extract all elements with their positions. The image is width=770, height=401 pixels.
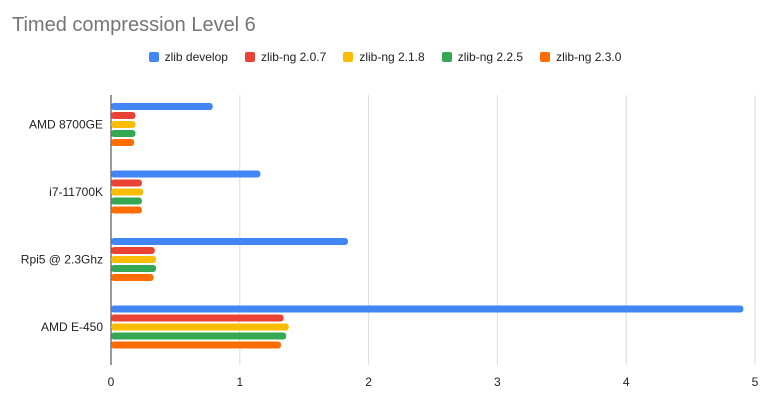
category-label: AMD E-450 <box>41 320 103 334</box>
bar-zlib-ng-2-3-0 <box>111 206 142 214</box>
bar-zlib-ng-2-0-7 <box>111 314 284 322</box>
legend-item[interactable]: zlib develop <box>148 50 228 64</box>
legend-label: zlib develop <box>164 50 228 64</box>
legend-label: zlib-ng 2.0.7 <box>260 50 327 64</box>
bar-zlib-ng-2-1-8 <box>111 188 144 196</box>
x-tick-label: 1 <box>236 375 243 389</box>
legend-swatch <box>148 52 159 62</box>
bar-zlib-ng-2-1-8 <box>111 256 157 263</box>
chart-title: Timed compression Level 6 <box>12 14 256 36</box>
legend-item[interactable]: zlib-ng 2.3.0 <box>540 50 621 64</box>
bar-zlib-ng-2-0-7 <box>111 247 155 254</box>
bar-zlib-develop <box>111 103 213 110</box>
bar-zlib-ng-2-3-0 <box>111 274 154 281</box>
x-tick-label: 3 <box>494 375 501 389</box>
category-label: i7-11700K <box>49 185 103 199</box>
bar-zlib-ng-2-1-8 <box>111 121 136 128</box>
bar-zlib-ng-2-3-0 <box>111 139 135 146</box>
legend-item[interactable]: zlib-ng 2.2.5 <box>441 50 524 64</box>
legend-item[interactable]: zlib-ng 2.0.7 <box>244 50 327 64</box>
legend-label: zlib-ng 2.1.8 <box>359 50 425 64</box>
legend-swatch <box>540 52 551 62</box>
legend-label: zlib-ng 2.2.5 <box>457 50 524 64</box>
bar-zlib-ng-2-2-5 <box>111 332 287 340</box>
bar-zlib-ng-2-1-8 <box>111 323 289 331</box>
legend-label: zlib-ng 2.3.0 <box>556 50 622 64</box>
bar-zlib-ng-2-3-0 <box>111 341 282 349</box>
x-tick-label: 5 <box>752 375 759 389</box>
legend-item[interactable]: zlib-ng 2.1.8 <box>343 50 425 64</box>
bar-zlib-develop <box>111 238 348 245</box>
legend-swatch <box>244 52 255 62</box>
x-tick-label: 2 <box>365 375 372 389</box>
category-label: Rpi5 @ 2.3Ghz <box>21 253 103 267</box>
bar-zlib-ng-2-0-7 <box>111 112 136 119</box>
bar-zlib-develop <box>111 305 744 313</box>
category-label: AMD 8700GE <box>29 118 103 132</box>
x-tick-label: 4 <box>623 375 630 389</box>
legend-swatch <box>441 52 452 62</box>
bar-zlib-ng-2-2-5 <box>111 130 136 137</box>
legend: zlib develop zlib-ng 2.0.7 zlib-ng 2.1.8 zl… <box>0 50 770 64</box>
bar-zlib-ng-2-2-5 <box>111 265 157 272</box>
bar-zlib-ng-2-0-7 <box>111 179 142 187</box>
x-tick-label: 0 <box>108 375 115 389</box>
bar-zlib-ng-2-2-5 <box>111 197 142 205</box>
legend-swatch <box>343 52 354 62</box>
bar-zlib-develop <box>111 170 261 178</box>
